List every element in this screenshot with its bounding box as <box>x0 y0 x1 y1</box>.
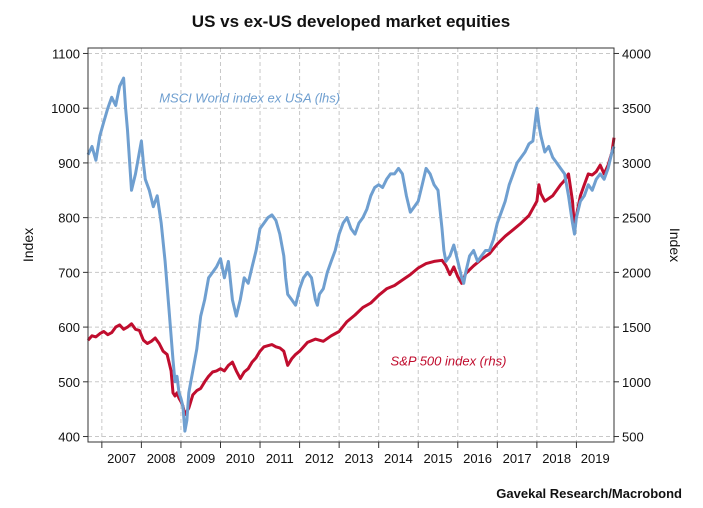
sp500-series-label: S&P 500 index (rhs) <box>391 353 507 368</box>
source-credit: Gavekal Research/Macrobond <box>496 486 682 501</box>
x-tick-label: 2011 <box>266 451 294 466</box>
x-tick-label: 2015 <box>424 451 453 466</box>
plot-frame <box>87 47 615 443</box>
right-tick-label: 4000 <box>622 46 651 61</box>
left-tick-label: 400 <box>58 430 80 445</box>
chart-title: US vs ex-US developed market equities <box>192 12 510 31</box>
x-tick-label: 2008 <box>147 451 176 466</box>
x-tick-label: 2007 <box>107 451 136 466</box>
left-tick-label: 500 <box>58 375 80 390</box>
annotation-layer: MSCI World index ex USA (lhs) S&P 500 ind… <box>159 91 506 369</box>
right-tick-label: 1500 <box>622 320 651 335</box>
x-tick-label: 2010 <box>226 451 255 466</box>
right-tick-label: 1000 <box>622 375 651 390</box>
left-tick-label: 900 <box>58 156 80 171</box>
x-tick-label: 2012 <box>305 451 334 466</box>
x-tick-label: 2014 <box>384 451 413 466</box>
right-tick-label: 500 <box>622 430 644 445</box>
left-tick-label: 700 <box>58 265 80 280</box>
right-axis-ticks: 500 1000 1500 2000 2500 3000 3500 4000 <box>614 46 651 445</box>
left-tick-label: 600 <box>58 320 80 335</box>
series-layer <box>86 76 616 433</box>
msci-series-label: MSCI World index ex USA (lhs) <box>159 91 340 106</box>
x-axis-ticks: 2007 2008 2009 2010 2011 2012 2013 2014 2015 2016… <box>101 442 610 466</box>
left-tick-label: 1100 <box>52 46 80 61</box>
x-tick-label: 2018 <box>542 451 571 466</box>
grid-layer <box>88 48 614 442</box>
x-tick-label: 2019 <box>581 451 610 466</box>
x-tick-label: 2016 <box>463 451 492 466</box>
x-tick-label: 2013 <box>344 451 373 466</box>
msci-series-line <box>86 76 616 433</box>
x-tick-label: 2017 <box>503 451 532 466</box>
right-tick-label: 2500 <box>622 211 651 226</box>
right-tick-label: 2000 <box>622 265 651 280</box>
left-axis-title: Index <box>20 228 36 262</box>
right-tick-label: 3000 <box>622 156 651 171</box>
sp500-series-line <box>86 137 616 417</box>
right-axis-title: Index <box>667 228 683 262</box>
x-tick-label: 2009 <box>186 451 215 466</box>
left-tick-label: 800 <box>58 211 80 226</box>
left-axis-ticks: 400 500 600 700 800 900 1000 1100 <box>51 46 88 445</box>
right-tick-label: 3500 <box>622 101 651 116</box>
left-tick-label: 1000 <box>51 101 80 116</box>
